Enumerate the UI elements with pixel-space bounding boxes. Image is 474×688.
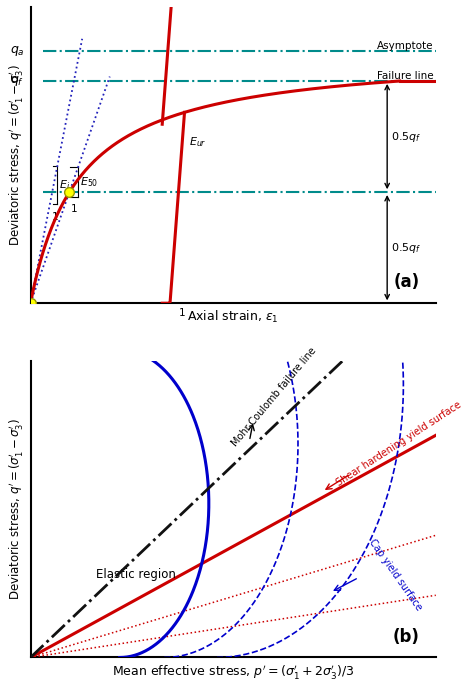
Text: $0.5q_f$: $0.5q_f$ (391, 129, 422, 144)
Text: $E_{50}$: $E_{50}$ (80, 175, 99, 189)
Text: Shear hardening yield surface: Shear hardening yield surface (335, 400, 464, 488)
Text: 1: 1 (52, 212, 58, 222)
X-axis label: Mean effective stress, $p' = (\sigma_1'+2\sigma_3')/3$: Mean effective stress, $p' = (\sigma_1'+… (112, 663, 354, 681)
Text: Failure line: Failure line (377, 71, 434, 81)
Text: (b): (b) (393, 627, 419, 645)
Text: Asymptote: Asymptote (377, 41, 434, 52)
Y-axis label: Deviatoric stress, $q' = (\sigma_1' - \sigma_3')$: Deviatoric stress, $q' = (\sigma_1' - \s… (7, 64, 25, 246)
Text: 1: 1 (71, 204, 77, 214)
Text: 1: 1 (179, 308, 186, 318)
Text: $q_a$: $q_a$ (9, 45, 25, 58)
Text: Elastic region: Elastic region (96, 568, 176, 581)
Y-axis label: Deviatoric stress, $q' = (\sigma_1' - \sigma_3')$: Deviatoric stress, $q' = (\sigma_1' - \s… (7, 418, 25, 601)
Text: (a): (a) (393, 273, 419, 292)
Text: $0.5q_f$: $0.5q_f$ (391, 241, 422, 255)
Text: $E_i$: $E_i$ (59, 178, 71, 192)
Text: Mohr-Coulomb failure line: Mohr-Coulomb failure line (229, 345, 318, 448)
X-axis label: Axial strain, $\varepsilon_1$: Axial strain, $\varepsilon_1$ (187, 309, 279, 325)
Text: $q_f$: $q_f$ (10, 74, 25, 88)
Text: Cap yield surface: Cap yield surface (367, 537, 424, 612)
Text: $E_{ur}$: $E_{ur}$ (189, 135, 206, 149)
